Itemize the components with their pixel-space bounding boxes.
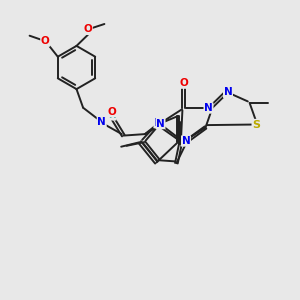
Text: N: N <box>204 103 213 113</box>
Text: N: N <box>97 117 106 127</box>
Text: O: O <box>107 106 116 117</box>
Text: O: O <box>179 78 188 88</box>
Text: N: N <box>156 118 165 129</box>
Text: N: N <box>224 87 232 98</box>
Text: S: S <box>252 119 260 130</box>
Text: O: O <box>83 24 92 34</box>
Text: N: N <box>154 118 163 128</box>
Text: H: H <box>108 111 116 120</box>
Text: N: N <box>182 136 190 146</box>
Text: O: O <box>41 36 50 46</box>
